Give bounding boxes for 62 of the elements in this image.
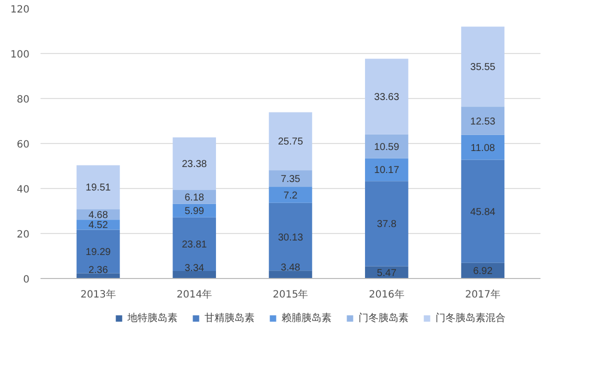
- bar: [365, 134, 408, 158]
- bar: [76, 165, 120, 210]
- legend-label: 门冬胰岛素: [358, 312, 408, 325]
- data-label: 2.36: [88, 265, 108, 276]
- data-label: 4.52: [88, 220, 108, 232]
- y-tick-label: 100: [10, 50, 30, 60]
- bar: [172, 217, 216, 271]
- bar: [268, 202, 312, 271]
- data-label: 35.55: [470, 62, 496, 74]
- legend-label: 甘精胰岛素: [204, 312, 254, 325]
- bar: [268, 186, 312, 203]
- y-tick-label: 40: [16, 184, 30, 196]
- data-label: 30.13: [278, 232, 304, 244]
- x-tick-label: 2014年: [176, 288, 212, 300]
- bar: [172, 190, 216, 204]
- data-label: 33.63: [374, 92, 400, 104]
- data-label: 4.68: [88, 210, 108, 221]
- legend-label: 地特胰岛素: [128, 312, 178, 325]
- x-tick-label: 2013年: [80, 288, 116, 300]
- bar: [461, 106, 504, 135]
- y-tick-label: 80: [16, 94, 30, 106]
- bar: [268, 270, 312, 278]
- bar: [461, 26, 504, 107]
- data-label: 45.84: [470, 206, 496, 218]
- bar: [76, 273, 120, 278]
- data-label: 5.99: [184, 206, 205, 218]
- data-label: 10.59: [374, 142, 400, 153]
- bar: [268, 112, 312, 170]
- data-label: 6.18: [184, 192, 205, 204]
- data-label: 37.8: [376, 219, 397, 230]
- data-label: 23.81: [182, 240, 208, 251]
- y-tick-label: 20: [16, 230, 30, 240]
- data-label: 23.38: [182, 159, 208, 170]
- y-tick-label: 0: [23, 274, 30, 286]
- data-label: 19.51: [86, 182, 112, 194]
- data-label: 19.29: [86, 246, 112, 258]
- data-label: 3.34: [184, 262, 205, 274]
- data-label: 25.75: [278, 136, 304, 148]
- bar: [172, 270, 216, 278]
- data-label: 7.2: [284, 190, 298, 202]
- bar: [268, 170, 312, 187]
- bar: [461, 160, 504, 263]
- x-tick-label: 2016年: [368, 288, 404, 300]
- y-tick-label: 60: [16, 140, 30, 150]
- legend-label: 门冬胰岛素混合: [436, 312, 506, 325]
- x-tick-label: 2017年: [465, 288, 501, 300]
- data-label: 3.48: [280, 262, 301, 274]
- bar: [365, 58, 408, 134]
- data-label: 11.08: [470, 142, 496, 154]
- data-label: 7.35: [280, 174, 301, 185]
- bar: [76, 230, 120, 274]
- data-label: 6.92: [473, 266, 493, 278]
- legend-label: 赖脯胰岛素: [282, 312, 332, 325]
- bar: [172, 137, 216, 190]
- bar: [365, 158, 408, 182]
- y-tick-label: 120: [10, 4, 30, 16]
- x-tick-label: 2015年: [272, 288, 308, 300]
- data-label: 12.53: [470, 116, 496, 128]
- data-label: 10.17: [374, 165, 400, 176]
- bar: [365, 181, 408, 266]
- bar: [461, 134, 504, 160]
- data-label: 5.47: [376, 268, 397, 279]
